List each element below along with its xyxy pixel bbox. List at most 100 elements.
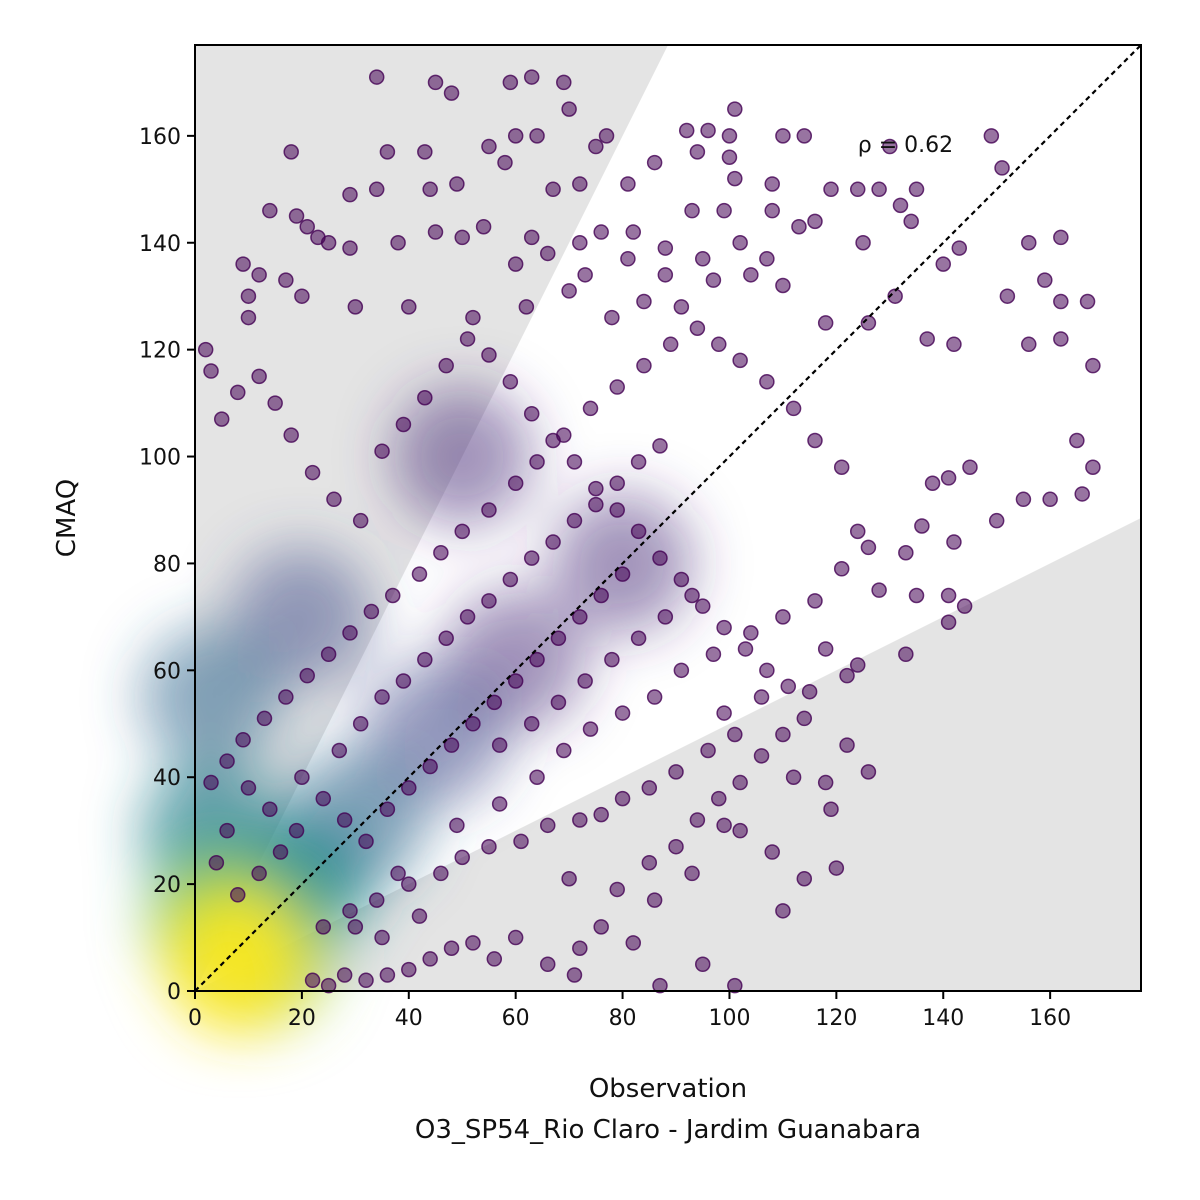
scatter-point — [235, 256, 251, 272]
scatter-point — [315, 919, 332, 935]
scatter-point — [732, 352, 748, 369]
scatter-point — [561, 871, 577, 887]
scatter-point — [529, 651, 545, 668]
scatter-point — [988, 512, 1005, 529]
scatter-point — [657, 609, 674, 625]
scatter-point — [668, 764, 684, 780]
x-axis-title: Observation — [589, 1074, 747, 1104]
scatter-point — [1079, 293, 1096, 310]
scatter-point — [609, 475, 625, 492]
scatter-point — [641, 780, 658, 796]
scatter-point — [705, 646, 722, 663]
scatter-point — [588, 480, 604, 497]
scatter-point — [481, 593, 497, 609]
scatter-point — [529, 454, 545, 470]
scatter-point — [529, 128, 545, 144]
scatter-point — [625, 224, 642, 240]
scatter-point — [727, 726, 743, 743]
scatter-point — [711, 336, 727, 353]
scatter-point — [374, 443, 390, 459]
scatter-point — [572, 609, 588, 625]
scatter-point — [721, 149, 738, 165]
scatter-point — [716, 817, 732, 834]
scatter-point — [962, 459, 978, 475]
scatter-point — [230, 887, 246, 903]
scatter-point — [320, 646, 337, 663]
scatter-point — [278, 689, 294, 705]
scatter-point — [711, 790, 727, 807]
scatter-point — [411, 566, 428, 582]
scatter-point — [678, 122, 695, 139]
y-tick-label: 80 — [153, 552, 181, 577]
scatter-point — [352, 716, 369, 732]
scatter-point — [240, 288, 257, 304]
scatter-point — [572, 812, 588, 828]
scatter-point — [860, 764, 877, 780]
scatter-point — [919, 331, 935, 347]
scatter-point — [882, 138, 898, 155]
scatter-point — [721, 128, 738, 144]
y-tick-label: 60 — [153, 659, 181, 684]
scatter-point — [652, 977, 668, 994]
scatter-point — [529, 769, 545, 785]
scatter-point — [368, 181, 385, 198]
scatter-point — [652, 438, 668, 454]
scatter-point — [898, 646, 914, 663]
scatter-point — [342, 625, 358, 641]
scatter-point — [652, 550, 668, 566]
scatter-point — [577, 673, 593, 689]
scatter-point — [753, 689, 770, 705]
scatter-point — [459, 331, 476, 347]
plot-frame — [194, 44, 1142, 992]
scatter-point — [395, 673, 412, 689]
x-tick-label: 160 — [1029, 1006, 1071, 1031]
scatter-point — [1021, 235, 1037, 251]
x-axis: 0 20 40 60 80 100 120 140 160 — [188, 991, 1071, 1031]
scatter-point — [839, 737, 855, 753]
scatter-point — [251, 368, 267, 385]
scatter-point — [823, 801, 839, 818]
scatter-point — [785, 769, 802, 785]
scatter-point — [523, 229, 540, 246]
scatter-point — [593, 806, 609, 823]
scatter-point — [358, 833, 374, 850]
scatter-point — [620, 176, 636, 192]
scatter-point — [951, 240, 968, 256]
scatter-point — [539, 245, 556, 262]
y-tick-label: 20 — [153, 873, 181, 898]
scatter-point — [732, 235, 748, 251]
scatter-point — [283, 144, 299, 160]
scatter-point — [299, 667, 315, 684]
scatter-point — [684, 202, 700, 219]
scatter-point — [636, 293, 652, 310]
scatter-point — [892, 197, 909, 214]
scatter-point — [759, 662, 775, 679]
scatter-point — [331, 742, 348, 759]
scatter-point — [588, 138, 604, 155]
scatter-point — [288, 208, 305, 224]
scatter-point — [454, 523, 470, 540]
scatter-point — [283, 427, 299, 443]
scatter-point — [716, 619, 732, 636]
scatter-point — [379, 144, 396, 160]
scatter-point — [796, 871, 813, 887]
scatter-point — [459, 609, 476, 625]
scatter-point — [539, 956, 556, 973]
scatter-point — [550, 694, 567, 711]
scatter-point — [860, 315, 877, 331]
scatter-point — [523, 716, 540, 732]
scatter-point — [1069, 432, 1085, 449]
y-axis: 0 20 40 60 80 100 120 140 160 — [139, 125, 195, 1005]
scatter-point — [481, 502, 497, 518]
scatter-point — [775, 277, 791, 294]
scatter-point — [379, 801, 396, 818]
scatter-point — [764, 202, 780, 219]
scatter-point — [465, 309, 481, 326]
scatter-point — [694, 956, 711, 973]
scatter-point — [609, 881, 625, 898]
scatter-point — [705, 272, 722, 288]
scatter-point — [689, 812, 706, 828]
scatter-point — [817, 641, 834, 657]
y-tick-label: 140 — [139, 232, 181, 257]
scatter-point — [1074, 486, 1090, 502]
